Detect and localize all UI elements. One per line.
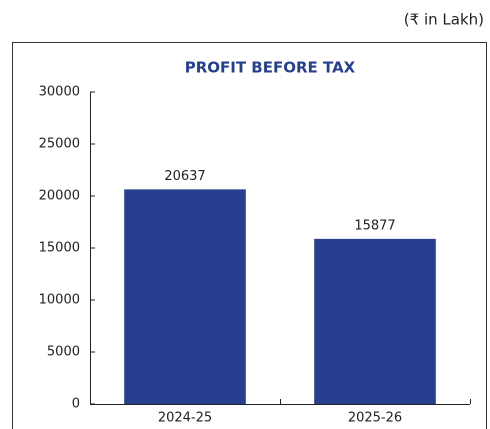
y-tick-label: 15000 bbox=[39, 241, 80, 256]
bar bbox=[314, 238, 436, 404]
x-tick-label: 2025-26 bbox=[348, 411, 402, 426]
y-tick-label: 5000 bbox=[47, 345, 80, 360]
bar bbox=[124, 189, 246, 404]
unit-note: (₹ in Lakh) bbox=[404, 11, 484, 29]
data-label: 20637 bbox=[164, 169, 205, 184]
x-tick-label: 2024-25 bbox=[158, 411, 212, 426]
y-tick-label: 20000 bbox=[39, 189, 80, 204]
frame bbox=[12, 42, 487, 429]
y-tick-label: 0 bbox=[72, 397, 80, 412]
chart-title: PROFIT BEFORE TAX bbox=[185, 59, 356, 77]
y-tick-label: 30000 bbox=[39, 85, 80, 100]
data-label: 15877 bbox=[354, 218, 395, 233]
y-tick-label: 10000 bbox=[39, 293, 80, 308]
y-tick-label: 25000 bbox=[39, 137, 80, 152]
